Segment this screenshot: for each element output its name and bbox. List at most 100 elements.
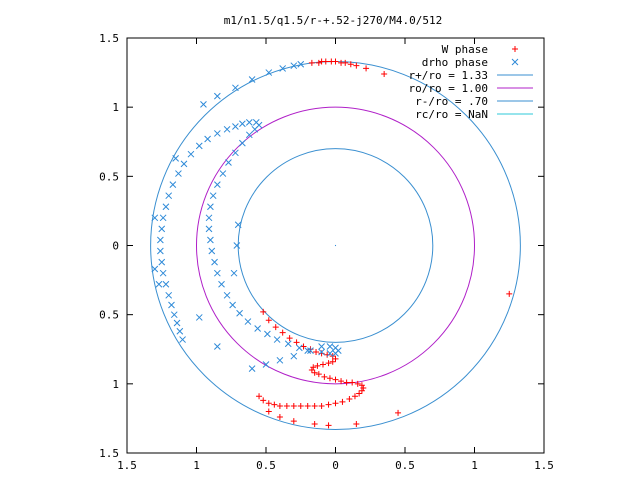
- drho-phase-point: [254, 325, 262, 332]
- w-phase-point: [297, 402, 304, 409]
- drho-phase-point: [239, 120, 246, 128]
- drho-phase-point: [264, 330, 271, 338]
- drho-phase-point: [219, 170, 227, 177]
- x-tick-label: 0.5: [256, 459, 276, 472]
- origin-dot: [334, 244, 337, 247]
- drho-phase-point: [296, 344, 303, 352]
- drho-phase-point: [245, 119, 253, 126]
- drho-phase-point: [284, 340, 292, 348]
- x-tick-label: 0.5: [395, 459, 415, 472]
- w-phase-point: [260, 397, 267, 404]
- w-phase-point: [290, 402, 297, 409]
- w-phase-point: [283, 402, 290, 409]
- drho-phase-point: [233, 242, 241, 249]
- drho-phase-point: [169, 181, 177, 188]
- drho-phase-point: [172, 154, 180, 162]
- legend-label: r-/ro = .70: [415, 95, 488, 108]
- drho-phase-point: [205, 225, 213, 233]
- drho-phase-point: [207, 236, 214, 244]
- drho-phase-point: [290, 62, 298, 70]
- y-tick-label: 1: [112, 101, 119, 114]
- w-phase-point: [354, 380, 361, 387]
- drho-phase-point: [318, 348, 325, 356]
- w-phase-point: [315, 59, 322, 66]
- w-phase-point: [318, 58, 325, 65]
- drho-phase-point: [155, 280, 163, 288]
- y-tick-label: 0: [112, 240, 119, 253]
- w-phase-point: [381, 70, 388, 77]
- drho-phase-point: [273, 336, 281, 343]
- drho-phase-point: [175, 170, 182, 177]
- series-w-phase: [256, 58, 513, 429]
- w-phase-point: [351, 393, 358, 400]
- w-phase-point: [358, 382, 365, 389]
- drho-phase-point: [318, 343, 325, 350]
- w-phase-point: [265, 317, 272, 324]
- drho-phase-point: [213, 269, 221, 277]
- x-tick-label: 1.5: [117, 459, 137, 472]
- drho-phase-point: [232, 84, 239, 92]
- drho-phase-point: [332, 344, 339, 352]
- legend-label: ro/ro = 1.00: [409, 82, 488, 95]
- drho-phase-point: [179, 336, 186, 343]
- w-phase-point: [293, 339, 300, 346]
- w-phase-point: [325, 401, 332, 408]
- axis-ticks: 1.5 1 0.5 0 0.5 1 1.51.510.500.511.5: [99, 32, 554, 472]
- w-phase-point: [311, 369, 318, 376]
- w-phase-point: [506, 290, 513, 297]
- legend-marker: [511, 58, 519, 66]
- series-drho-phase: [151, 60, 342, 372]
- w-phase-point: [313, 349, 320, 356]
- drho-phase-point: [248, 76, 256, 83]
- drho-phase-point: [158, 225, 166, 233]
- drho-phase-point: [207, 203, 214, 211]
- drho-phase-point: [232, 123, 239, 130]
- x-tick-label: 1: [471, 459, 478, 472]
- drho-phase-point: [276, 356, 284, 364]
- drho-phase-point: [279, 65, 287, 72]
- w-phase-point: [356, 390, 363, 397]
- w-phase-point: [308, 367, 315, 373]
- drho-phase-point: [262, 361, 270, 368]
- drho-phase-point: [213, 181, 221, 188]
- drho-phase-point: [304, 347, 312, 354]
- drho-phase-point: [159, 214, 167, 222]
- drho-phase-point: [290, 352, 298, 360]
- w-phase-point: [328, 58, 335, 65]
- drho-phase-point: [213, 92, 221, 100]
- w-phase-point: [332, 400, 339, 407]
- drho-phase-point: [208, 247, 216, 255]
- drho-phase-point: [326, 350, 334, 357]
- y-tick-label: 1: [112, 378, 119, 391]
- w-phase-point: [272, 324, 279, 331]
- drho-phase-point: [170, 311, 178, 319]
- drho-phase-point: [157, 247, 164, 255]
- w-phase-point: [310, 364, 317, 371]
- drho-phase-point: [176, 327, 184, 335]
- w-phase-point: [279, 329, 286, 336]
- w-phase-point: [271, 401, 278, 408]
- w-phase-point: [308, 59, 315, 66]
- w-phase-point: [260, 308, 267, 315]
- drho-phase-point: [165, 192, 173, 200]
- drho-phase-point: [173, 319, 181, 327]
- legend-label: r+/ro = 1.33: [409, 69, 488, 82]
- w-phase-point: [315, 371, 322, 378]
- drho-phase-point: [205, 214, 213, 222]
- w-phase-point: [353, 62, 360, 69]
- drho-phase-point: [195, 314, 203, 321]
- drho-phase-point: [245, 131, 253, 139]
- w-phase-point: [265, 400, 272, 407]
- w-phase-point: [276, 402, 283, 409]
- w-phase-point: [321, 373, 328, 380]
- drho-phase-point: [213, 343, 221, 350]
- w-phase-point: [311, 420, 318, 427]
- w-phase-point: [326, 375, 333, 382]
- drho-phase-point: [200, 101, 207, 108]
- legend-label: W phase: [442, 43, 488, 56]
- legend-label: rc/ro = NaN: [415, 108, 488, 121]
- drho-phase-point: [157, 236, 164, 244]
- drho-phase-point: [159, 269, 167, 277]
- w-phase-point: [325, 422, 332, 429]
